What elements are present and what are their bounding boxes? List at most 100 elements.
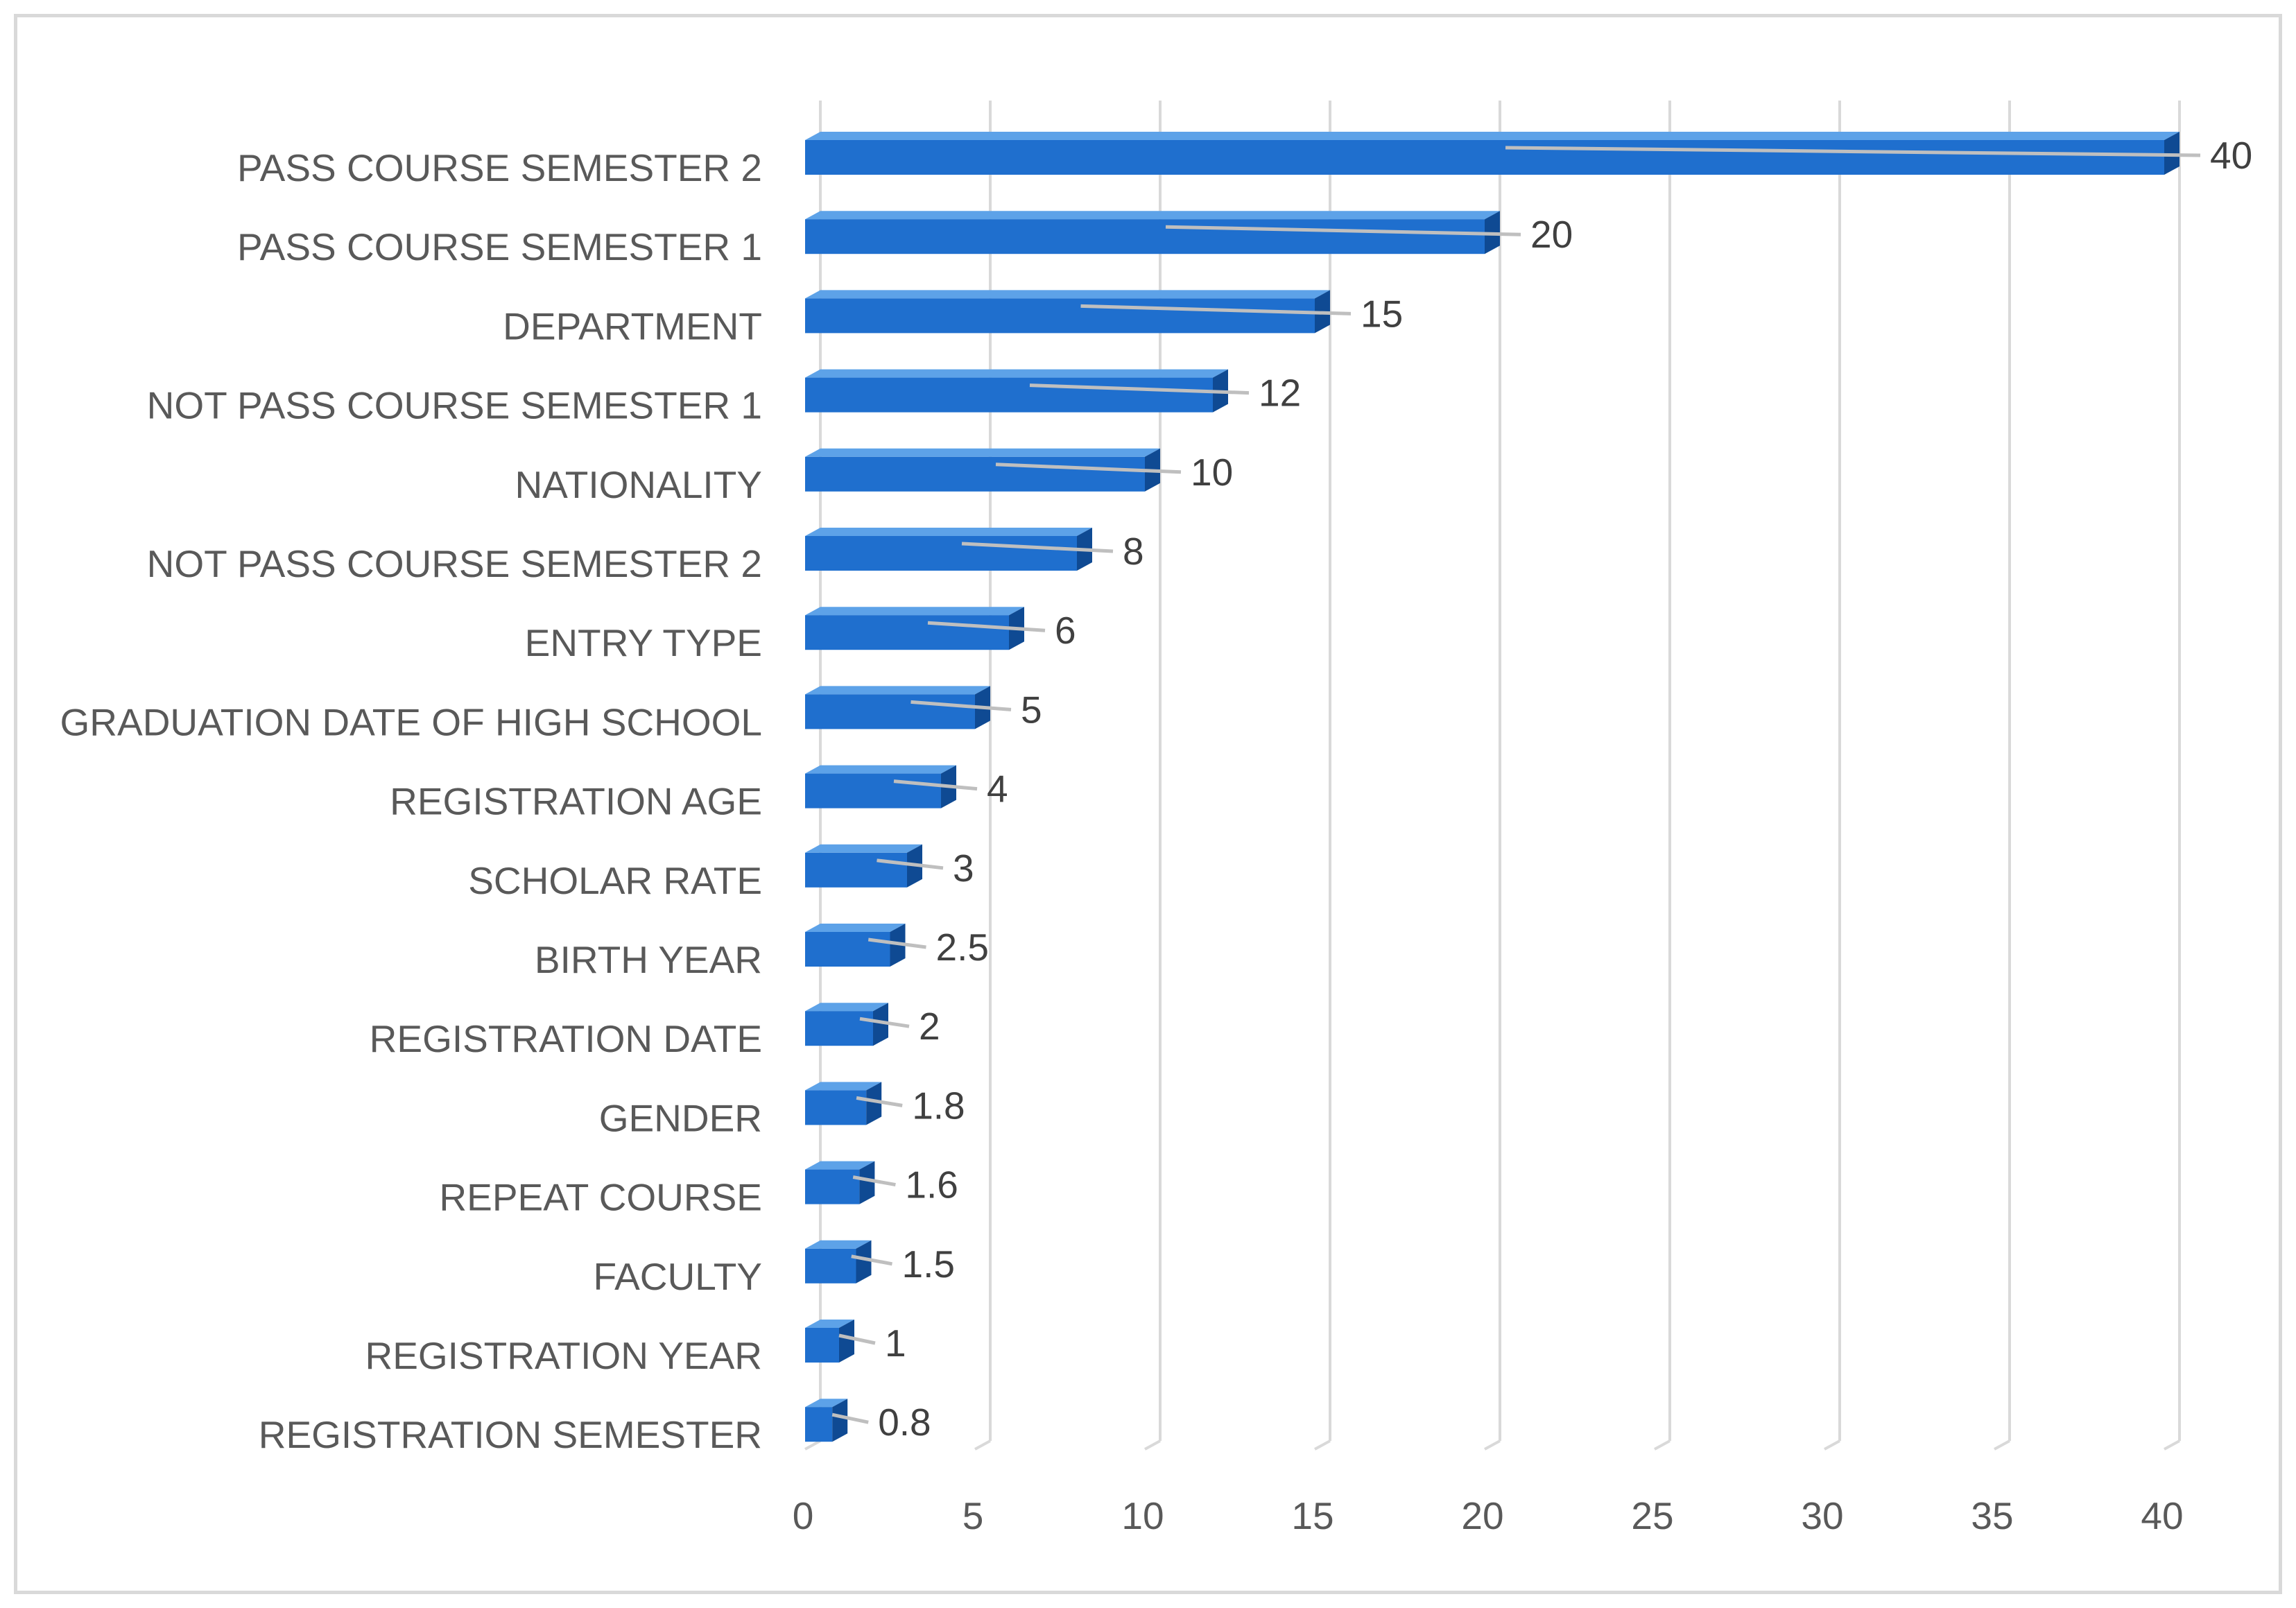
x-tick-label: 0 [793,1494,814,1537]
data-label-12: 1.8 [912,1084,965,1127]
data-label-10: 2.5 [936,926,989,969]
bar-front-face [805,694,975,729]
category-label-4: NATIONALITY [515,463,762,506]
leader-line-11 [859,1017,910,1028]
data-label-11: 2 [919,1005,940,1048]
bar-top-face [805,1399,848,1408]
leader-line-14 [851,1254,892,1266]
x-tick-label: 20 [1461,1494,1503,1537]
x-tick-label: 5 [963,1494,984,1537]
leader-line-3 [1029,383,1250,395]
x-tick-label: 30 [1801,1494,1843,1537]
leader-line-13 [852,1175,896,1187]
leader-line-0 [1505,146,2201,157]
floor-gridline-5 [974,1440,991,1451]
bar-front-face [805,1407,833,1442]
bar-top-face [805,132,2180,140]
bar-top-face [805,1082,882,1091]
bar-top-face [805,211,1500,220]
bar-10 [805,924,906,967]
chart-frame: PASS COURSE SEMESTER 2 PASS COURSE SEMEST… [14,14,2282,1594]
data-label-14: 1.5 [902,1243,955,1286]
data-label-4: 10 [1191,451,1233,494]
bar-top-face [805,686,990,695]
bar-top-face [805,607,1024,616]
bar-7 [805,686,990,729]
bar-front-face [805,1090,867,1125]
bar-front-face [805,536,1077,571]
bar-front-face [805,1328,839,1363]
leader-line-2 [1080,304,1352,315]
x-tick-label: 10 [1121,1494,1164,1537]
leader-line-6 [927,621,1046,632]
floor-gridline-35 [1994,1440,2010,1451]
leader-line-9 [877,858,944,870]
bar-side-face [866,1082,882,1125]
bar-12 [805,1082,882,1125]
bar-9 [805,844,922,888]
data-label-15: 1 [885,1322,906,1365]
bar-16 [805,1399,848,1442]
bar-top-face [805,528,1092,536]
bar-front-face [805,298,1315,334]
data-label-9: 3 [953,847,974,890]
bar-front-face [805,140,2164,175]
category-label-10: BIRTH YEAR [535,938,762,981]
category-label-14: FACULTY [594,1255,762,1298]
bar-1 [805,211,1500,254]
bar-4 [805,448,1160,492]
bar-14 [805,1240,872,1283]
data-label-1: 20 [1530,213,1573,256]
bar-top-face [805,369,1228,378]
leader-lines [831,146,2201,1424]
bar-top-face [805,448,1160,457]
data-label-2: 15 [1361,292,1403,335]
leader-line-8 [893,779,978,791]
bar-top-face [805,844,922,853]
floor-gridline-20 [1484,1440,1501,1451]
category-label-2: DEPARTMENT [503,304,762,347]
bar-front-face [805,219,1485,254]
data-label-13: 1.6 [905,1164,958,1207]
category-label-8: REGISTRATION AGE [390,780,762,823]
leader-line-5 [961,542,1114,553]
floor-gridline-0 [804,1440,821,1451]
bar-8 [805,765,956,809]
bar-front-face [805,1169,860,1204]
bar-top-face [805,1320,854,1328]
bar-side-face [856,1240,872,1283]
bar-13 [805,1161,875,1204]
leader-line-1 [1165,225,1521,236]
data-label-3: 12 [1259,372,1301,415]
bar-2 [805,290,1330,334]
category-label-7: GRADUATION DATE OF HIGH SCHOOL [60,700,762,743]
category-label-12: GENDER [599,1096,762,1139]
floor-gridline-30 [1824,1440,1840,1451]
category-label-15: REGISTRATION YEAR [365,1334,762,1377]
data-label-5: 8 [1123,530,1144,573]
data-label-0: 40 [2210,134,2252,177]
floor-gridline-40 [2164,1440,2180,1451]
x-tick-label: 35 [1971,1494,2013,1537]
leader-line-16 [831,1412,869,1424]
category-label-1: PASS COURSE SEMESTER 1 [237,225,762,268]
floor-gridline-15 [1314,1440,1331,1451]
bar-5 [805,528,1092,571]
category-label-6: ENTRY TYPE [525,621,762,664]
bar-side-face [2164,132,2180,175]
category-label-3: NOT PASS COURSE SEMESTER 1 [147,384,762,427]
data-label-8: 4 [987,768,1008,811]
floor-gridline-10 [1144,1440,1161,1451]
data-label-7: 5 [1021,688,1042,731]
x-tick-label: 40 [2141,1494,2183,1537]
bar-top-face [805,1240,872,1249]
category-label-11: REGISTRATION DATE [370,1017,762,1060]
bar-0 [805,132,2180,175]
bars [805,132,2180,1442]
category-label-5: NOT PASS COURSE SEMESTER 2 [147,542,762,585]
bar-front-face [805,377,1213,413]
data-label-16: 0.8 [878,1401,931,1444]
leader-line-15 [838,1333,876,1345]
bar-front-face [805,615,1009,650]
